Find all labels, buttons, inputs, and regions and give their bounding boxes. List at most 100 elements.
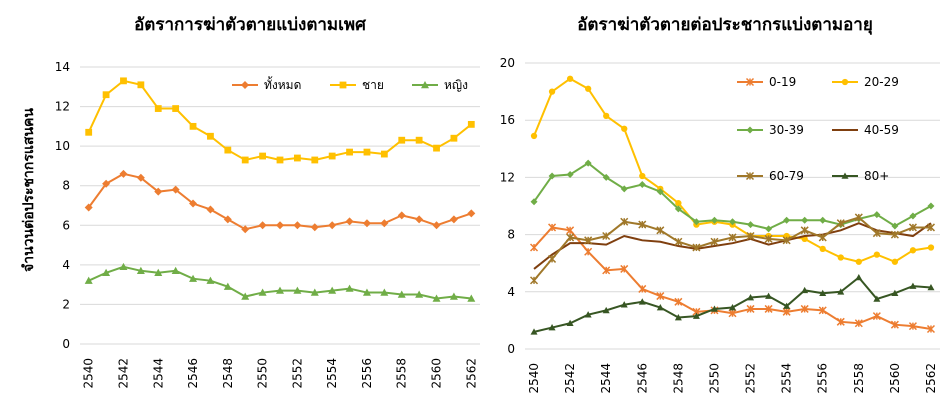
- data-point: [120, 77, 127, 85]
- data-point: [566, 226, 575, 235]
- data-point: [328, 286, 337, 294]
- data-point: [398, 136, 406, 144]
- data-point: [421, 81, 429, 89]
- data-point: [154, 268, 163, 276]
- data-point: [223, 282, 232, 290]
- data-point: [620, 301, 628, 308]
- y-tick-label: 12: [500, 170, 515, 184]
- data-point: [620, 264, 629, 273]
- data-point: [189, 122, 197, 130]
- data-point: [891, 222, 899, 230]
- data-point: [433, 144, 440, 152]
- data-point: [566, 233, 575, 242]
- y-tick-label: 10: [55, 139, 70, 153]
- data-point: [747, 221, 755, 229]
- data-point: [172, 105, 180, 112]
- data-point: [927, 202, 935, 210]
- y-tick-label: 2: [62, 297, 70, 311]
- data-point: [154, 187, 163, 196]
- data-point: [602, 231, 611, 241]
- data-point: [328, 221, 337, 230]
- x-tick-label: 2548: [671, 363, 685, 394]
- data-point: [346, 148, 353, 156]
- data-point: [638, 181, 646, 189]
- x-tick-label: 2544: [151, 358, 165, 389]
- series-30-39: [530, 159, 935, 233]
- data-point: [782, 236, 791, 245]
- x-tick-label: 2554: [780, 363, 794, 394]
- legend: 0-19 20-29 30-39 40-59 60-79 80+: [737, 75, 899, 183]
- data-point: [602, 266, 611, 275]
- data-point: [566, 171, 574, 179]
- data-point: [102, 268, 111, 276]
- data-point: [638, 220, 647, 229]
- data-point: [584, 159, 592, 167]
- data-point: [909, 282, 917, 289]
- legend-label: 30-39: [769, 123, 804, 137]
- data-point: [363, 148, 371, 156]
- data-point: [276, 286, 284, 294]
- series-60-79: [529, 213, 936, 285]
- series-80+: [530, 274, 935, 335]
- legend-item: ทั้งหมด: [232, 76, 301, 92]
- data-point: [102, 179, 111, 188]
- data-point: [415, 215, 424, 224]
- data-point: [801, 216, 809, 224]
- series-line: [533, 222, 932, 270]
- data-point: [84, 276, 93, 284]
- y-tick-label: 8: [62, 179, 70, 193]
- data-point: [380, 288, 389, 296]
- y-tick-label: 16: [500, 113, 515, 127]
- legend-label: 40-59: [864, 123, 899, 137]
- data-point: [362, 219, 371, 228]
- data-point: [674, 314, 682, 321]
- data-point: [602, 173, 610, 181]
- data-point: [380, 219, 389, 228]
- data-point: [119, 262, 128, 271]
- data-point: [119, 169, 128, 178]
- data-point: [764, 304, 773, 313]
- data-point: [819, 289, 827, 297]
- data-point: [339, 81, 347, 89]
- data-point: [328, 152, 336, 160]
- data-point: [548, 223, 557, 232]
- data-point: [449, 292, 458, 300]
- data-point: [293, 154, 301, 162]
- data-point: [566, 319, 574, 327]
- data-point: [656, 304, 664, 311]
- data-point: [530, 132, 538, 140]
- data-point: [656, 226, 665, 235]
- data-point: [154, 105, 162, 112]
- x-tick-label: 2558: [395, 358, 409, 389]
- y-axis-label: จำนวนต่อประชากรแสนคน: [21, 108, 37, 272]
- data-point: [729, 218, 736, 226]
- legend-item: หญิง: [412, 78, 468, 92]
- data-point: [530, 198, 538, 206]
- y-tick-label: 0: [62, 337, 70, 351]
- series-group: [529, 75, 936, 335]
- data-point: [890, 320, 899, 329]
- data-point: [310, 223, 319, 232]
- data-point: [293, 221, 302, 230]
- legend-item: 30-39: [737, 123, 804, 137]
- legend-item: 20-29: [832, 75, 899, 89]
- data-point: [710, 216, 718, 224]
- x-tick-label: 2552: [290, 358, 304, 389]
- x-tick-label: 2550: [256, 358, 270, 389]
- data-point: [584, 236, 593, 245]
- data-point: [855, 258, 862, 265]
- x-tick-label: 2562: [924, 363, 938, 394]
- data-point: [818, 306, 827, 315]
- data-point: [801, 286, 809, 294]
- x-tick-label: 2542: [116, 358, 130, 389]
- y-tick-labels: 0 2 4 6 8 10 12 14: [55, 60, 70, 351]
- data-point: [692, 312, 700, 319]
- data-point: [584, 247, 593, 256]
- data-point: [415, 290, 424, 298]
- data-point: [548, 172, 556, 180]
- data-point: [800, 304, 809, 313]
- data-point: [692, 243, 701, 252]
- data-point: [276, 221, 284, 230]
- data-point: [258, 288, 267, 296]
- data-point: [137, 81, 145, 89]
